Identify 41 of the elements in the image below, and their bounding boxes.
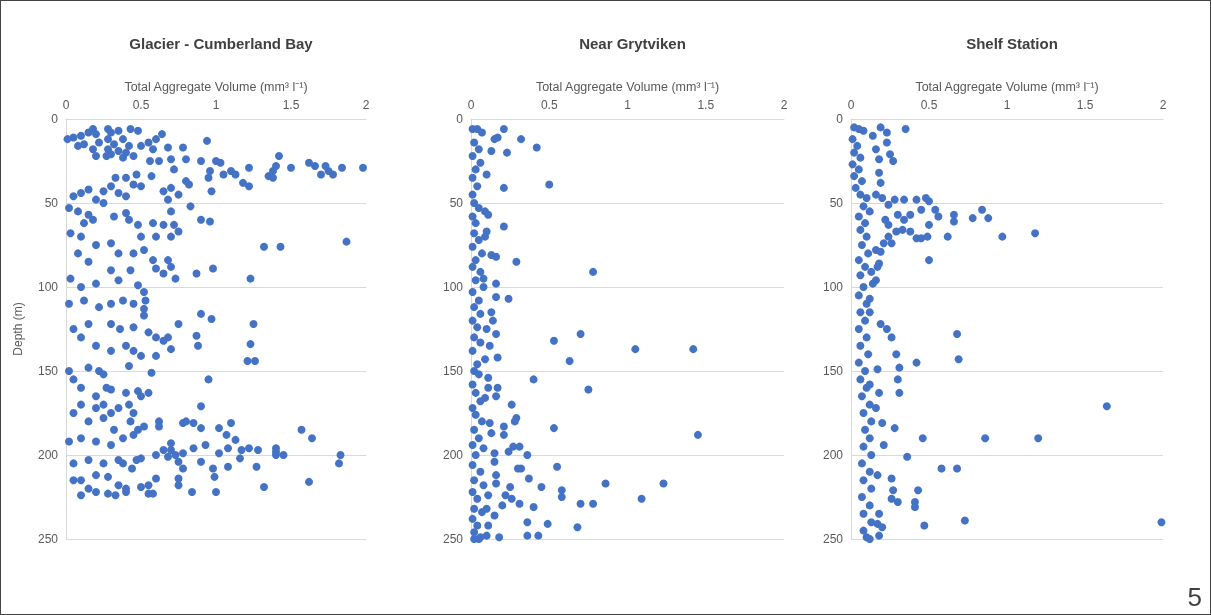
x-tick-label: 0.5 xyxy=(132,98,150,112)
y-tick-label: 200 xyxy=(442,448,464,462)
x-tick-label: 1.5 xyxy=(697,98,715,112)
x-tick-label: 1 xyxy=(1003,98,1011,112)
y-tick-label: 0 xyxy=(456,112,464,126)
text: 5 xyxy=(1187,582,1203,612)
y-tick-label: 50 xyxy=(449,196,464,210)
y-tick-label: 50 xyxy=(44,196,59,210)
y-tick-label: 200 xyxy=(822,448,844,462)
x-tick-label: 0 xyxy=(62,98,70,112)
x-tick-label: 1.5 xyxy=(1076,98,1094,112)
chart-title: Shelf Station xyxy=(966,35,1058,52)
x-tick-label: 0.5 xyxy=(540,98,558,112)
x-tick-label: 2 xyxy=(1159,98,1167,112)
y-tick-label: 100 xyxy=(37,280,59,294)
chart-title: Glacier - Cumberland Bay xyxy=(129,35,314,52)
x-tick-label: 0 xyxy=(467,98,475,112)
y-tick-label: 250 xyxy=(37,532,59,546)
x-tick-label: 2 xyxy=(362,98,370,112)
x-tick-label: 1.5 xyxy=(282,98,300,112)
x-tick-label: 1 xyxy=(212,98,220,112)
y-tick-label: 100 xyxy=(442,280,464,294)
y-tick-label: 0 xyxy=(51,112,59,126)
x-tick-label: 0.5 xyxy=(920,98,938,112)
x-axis-title: Total Aggregate Volume (mm³ l⁻¹) xyxy=(535,79,720,94)
x-tick-label: 1 xyxy=(624,98,632,112)
y-tick-label: 150 xyxy=(442,364,464,378)
y-tick-label: 200 xyxy=(37,448,59,462)
y-tick-label: 0 xyxy=(836,112,844,126)
x-tick-label: 0 xyxy=(847,98,855,112)
y-tick-label: 100 xyxy=(822,280,844,294)
chart-title: Near Grytviken xyxy=(579,35,686,52)
x-axis-title: Total Aggregate Volume (mm³ l⁻¹) xyxy=(915,79,1099,94)
y-tick-label: 150 xyxy=(822,364,844,378)
x-tick-label: 2 xyxy=(780,98,788,112)
y-axis-title: Depth (m) xyxy=(11,302,25,356)
y-tick-label: 250 xyxy=(442,532,464,546)
y-tick-label: 250 xyxy=(822,532,844,546)
y-tick-label: 150 xyxy=(37,364,59,378)
x-axis-title: Total Aggregate Volume (mm³ l⁻¹) xyxy=(124,79,308,94)
y-tick-label: 50 xyxy=(829,196,844,210)
